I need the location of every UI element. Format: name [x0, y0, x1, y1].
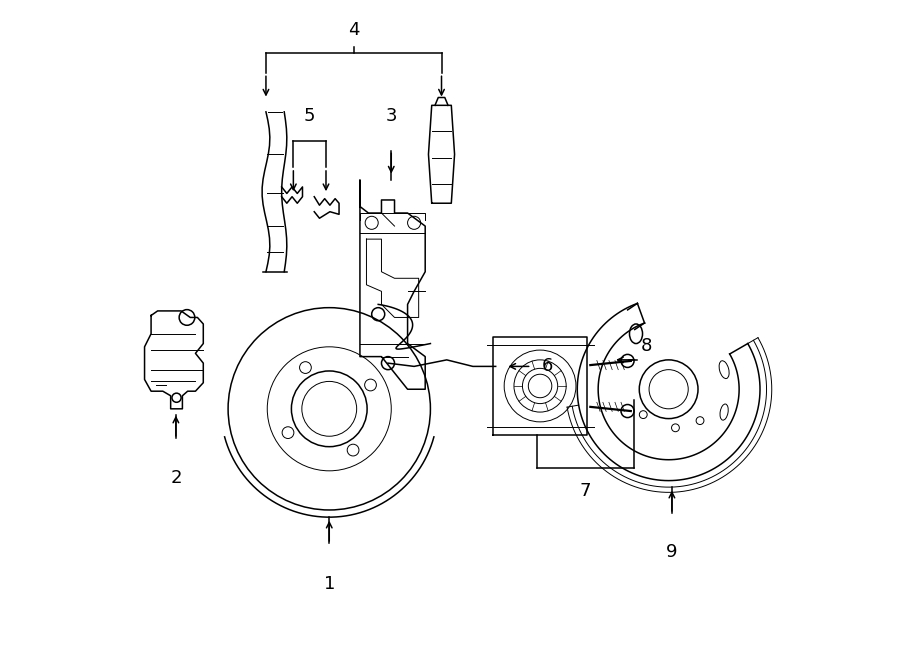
Text: 3: 3 — [385, 107, 397, 125]
Text: 6: 6 — [542, 358, 553, 375]
Text: 1: 1 — [324, 574, 335, 593]
Text: 4: 4 — [348, 20, 359, 39]
Text: 9: 9 — [666, 543, 678, 561]
Text: 2: 2 — [170, 469, 182, 487]
Text: 8: 8 — [641, 336, 652, 355]
Circle shape — [172, 393, 181, 403]
Text: 7: 7 — [580, 482, 591, 500]
Text: 5: 5 — [304, 107, 315, 125]
